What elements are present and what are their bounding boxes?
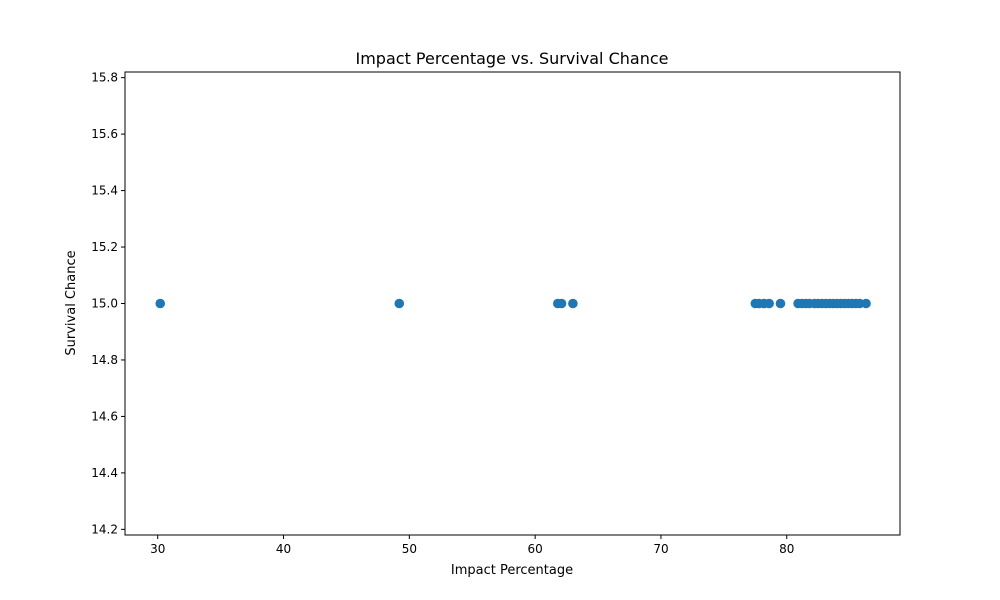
y-tick-label: 15.2 [91, 240, 118, 254]
y-tick-label: 15.6 [91, 127, 118, 141]
y-tick-label: 15.8 [91, 71, 118, 85]
y-tick-label: 14.8 [91, 353, 118, 367]
y-tick-label: 14.4 [91, 466, 118, 480]
y-axis-label: Survival Chance [64, 250, 79, 355]
x-axis-label: Impact Percentage [451, 563, 573, 578]
plot-area [155, 298, 871, 309]
x-tick-label: 60 [528, 542, 543, 556]
y-tick-label: 15.0 [91, 297, 118, 311]
y-tick-label: 14.2 [91, 522, 118, 536]
scatter-point [155, 298, 166, 309]
scatter-point [764, 298, 774, 309]
x-tick-label: 30 [150, 542, 165, 556]
x-tick-label: 70 [653, 542, 668, 556]
scatter-point [775, 298, 786, 309]
scatter-point [861, 298, 871, 309]
x-tick-label: 80 [779, 542, 794, 556]
x-tick-label: 50 [402, 542, 417, 556]
y-tick-label: 15.4 [91, 184, 118, 198]
x-axis: 30 40 50 60 70 80 [150, 535, 794, 556]
x-tick-label: 40 [276, 542, 291, 556]
scatter-point [394, 298, 405, 309]
scatter-point [568, 298, 578, 309]
scatter-point [556, 298, 567, 309]
y-axis: 14.2 14.4 14.6 14.8 15.0 15.2 15.4 15.6 15.8 [91, 71, 125, 536]
y-tick-label: 14.6 [91, 409, 118, 423]
chart-title: Impact Percentage vs. Survival Chance [356, 49, 669, 68]
